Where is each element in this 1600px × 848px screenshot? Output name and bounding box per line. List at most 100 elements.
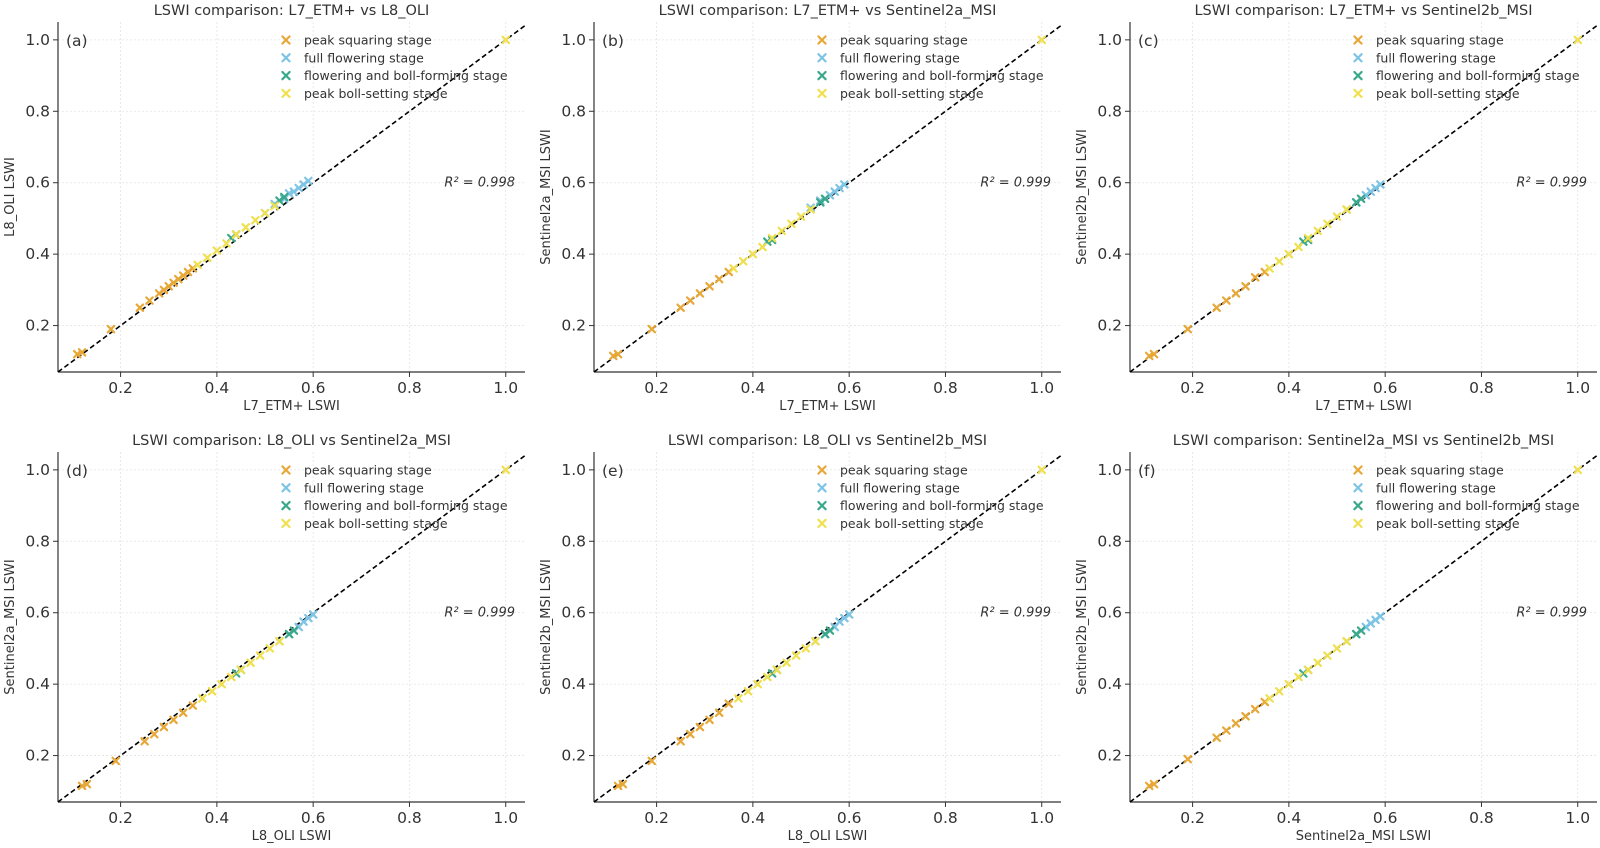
y-tick-label: 1.0 [1097,461,1122,479]
y-tick-label: 1.0 [561,31,586,49]
data-point [304,176,313,186]
x-axis-label: L8_OLI LSWI [252,829,332,844]
x-tick-label: 0.8 [933,809,958,827]
series-4-points [198,465,511,703]
data-point [289,626,299,635]
series-4-points [1265,465,1583,703]
series-1-points [613,699,734,791]
data-point [1303,665,1313,675]
r-squared-label: R² = 0.999 [1516,606,1587,621]
y-tick-label: 0.8 [25,102,50,120]
data-point [1250,273,1260,282]
x-tick-label: 0.6 [301,809,326,827]
legend-entry: full flowering stage [304,50,424,65]
y-axis-label: Sentinel2b_MSI LSWI [1075,129,1090,265]
data-point [1284,679,1294,689]
chart-panel-5: 0.2 0.4 0.6 0.8 1.0 0.2 0.4 0.6 0.8 1.0 LSWI compa… [539,433,1062,844]
data-point [840,180,849,189]
y-tick-label: 1.0 [561,461,586,479]
legend-entry: flowering and boll-forming stage [1376,498,1580,513]
legend-entry: peak squaring stage [304,33,432,48]
x-tick-label: 0.2 [644,379,669,397]
x-tick-label: 0.2 [108,809,133,827]
x-tick-label: 1.0 [1029,379,1054,397]
y-tick-label: 0.8 [561,102,586,120]
y-axis-label: Sentinel2b_MSI LSWI [1075,559,1090,695]
data-point [178,708,188,718]
legend-marker-1 [281,465,291,475]
data-point [685,296,695,305]
x-tick-label: 0.2 [1180,809,1205,827]
legend-marker-4 [817,518,827,529]
legend-marker-2 [281,483,291,493]
y-axis-label: Sentinel2a_MSI LSWI [539,129,554,264]
legend-entry: peak boll-setting stage [840,516,984,531]
data-point [159,722,169,732]
series-3-points [1299,194,1366,246]
data-point [1303,235,1313,245]
data-point [1376,611,1385,621]
data-point [222,239,231,248]
data-point [791,651,801,660]
series-4-points [1265,35,1583,273]
data-point [1284,249,1294,259]
y-tick-label: 0.6 [25,174,50,192]
legend-entry: full flowering stage [840,50,960,65]
data-point [1221,726,1231,735]
series-2-points [275,610,318,646]
data-point [308,610,318,619]
data-point [772,665,782,675]
legend-marker-2 [1353,483,1363,493]
data-point [217,679,226,689]
legend-marker-1 [817,465,827,475]
x-axis-label: L8_OLI LSWI [788,829,868,844]
data-point [202,253,212,263]
legend-marker-3 [817,500,827,511]
chart-panel-6: 0.2 0.4 0.6 0.8 1.0 0.2 0.4 0.6 0.8 1.0 LSWI compa… [1075,433,1598,844]
data-point [676,736,685,746]
data-point [140,736,149,746]
data-point [82,779,92,789]
data-point [106,324,116,334]
x-axis-label: L7_ETM+ LSWI [779,399,876,414]
data-point [748,249,758,259]
data-point [1265,694,1274,703]
legend-marker-1 [1353,35,1363,45]
panel-label: (c) [1138,32,1159,50]
y-tick-label: 0.6 [561,174,586,192]
y-tick-label: 0.2 [1097,317,1122,335]
legend-marker-3 [1353,70,1363,81]
data-point [501,35,511,45]
legend-entry: flowering and boll-forming stage [304,68,508,83]
x-tick-label: 0.6 [1373,379,1398,397]
data-point [260,208,270,218]
legend-marker-4 [1353,88,1363,99]
legend: peak squaring stage full flowering stage f… [281,463,508,531]
legend-marker-3 [281,500,291,511]
chart-panel-1: 0.2 0.4 0.6 0.8 1.0 0.2 0.4 0.6 0.8 1.0 LSWI compa… [3,3,526,414]
y-tick-label: 0.8 [1097,532,1122,550]
data-point [714,708,724,718]
chart-title: LSWI comparison: L8_OLI vs Sentinel2b_MS… [668,433,987,449]
data-point [796,212,806,221]
legend: peak squaring stage full flowering stage f… [281,33,508,101]
y-axis-label: L8_OLI LSWI [3,157,18,237]
panel-label: (b) [602,32,624,50]
x-tick-label: 0.4 [205,809,230,827]
data-point [801,644,811,653]
data-point [135,303,145,313]
series-2-points [260,176,313,218]
data-point [753,679,762,689]
legend-marker-4 [1353,518,1363,529]
y-tick-label: 0.4 [561,245,586,263]
data-point [1037,465,1047,475]
data-point [695,722,705,732]
data-point [251,215,260,225]
data-point [145,296,154,305]
legend-entry: flowering and boll-forming stage [1376,68,1580,83]
data-point [227,672,236,682]
legend-marker-4 [817,88,827,99]
legend-marker-2 [817,483,827,493]
data-point [188,701,198,710]
x-tick-label: 0.4 [205,379,230,397]
